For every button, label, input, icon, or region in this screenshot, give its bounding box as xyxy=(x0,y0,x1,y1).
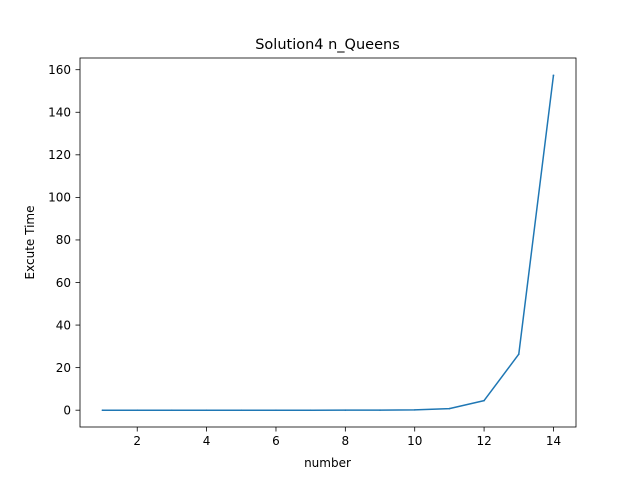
y-tick-label: 160 xyxy=(48,63,71,77)
y-tick-label: 80 xyxy=(56,233,71,247)
series-line xyxy=(101,74,555,411)
chart-title: Solution4 n_Queens xyxy=(255,37,400,53)
data-point xyxy=(205,409,208,411)
data-point xyxy=(240,409,243,411)
y-tick-label: 140 xyxy=(48,106,71,120)
data-point xyxy=(413,409,416,411)
y-tick-label: 60 xyxy=(56,276,71,290)
plot-layer xyxy=(101,74,555,411)
y-tick-label: 20 xyxy=(56,361,71,375)
y-axis-label: Excute Time xyxy=(23,206,37,280)
x-tick-label: 12 xyxy=(476,434,491,448)
x-tick-label: 8 xyxy=(342,434,350,448)
data-point xyxy=(171,409,173,411)
data-point xyxy=(448,407,451,410)
x-axis-label: number xyxy=(304,456,351,470)
y-tick-label: 0 xyxy=(63,403,71,417)
x-tick-label: 10 xyxy=(407,434,422,448)
y-tick-label: 40 xyxy=(56,318,71,332)
data-point xyxy=(483,399,485,402)
data-point xyxy=(136,409,139,411)
y-tick-label: 120 xyxy=(48,148,71,162)
data-point xyxy=(379,409,381,411)
data-point xyxy=(309,409,312,411)
data-point xyxy=(517,353,520,356)
x-tick-label: 2 xyxy=(133,434,141,448)
x-tick-label: 4 xyxy=(203,434,211,448)
data-point xyxy=(275,409,277,411)
data-point xyxy=(101,409,104,411)
data-point xyxy=(552,74,555,77)
x-tick-label: 6 xyxy=(272,434,280,448)
y-tick-label: 100 xyxy=(48,191,71,205)
data-point xyxy=(344,409,347,411)
x-tick-label: 14 xyxy=(546,434,561,448)
plot-frame xyxy=(79,57,577,428)
